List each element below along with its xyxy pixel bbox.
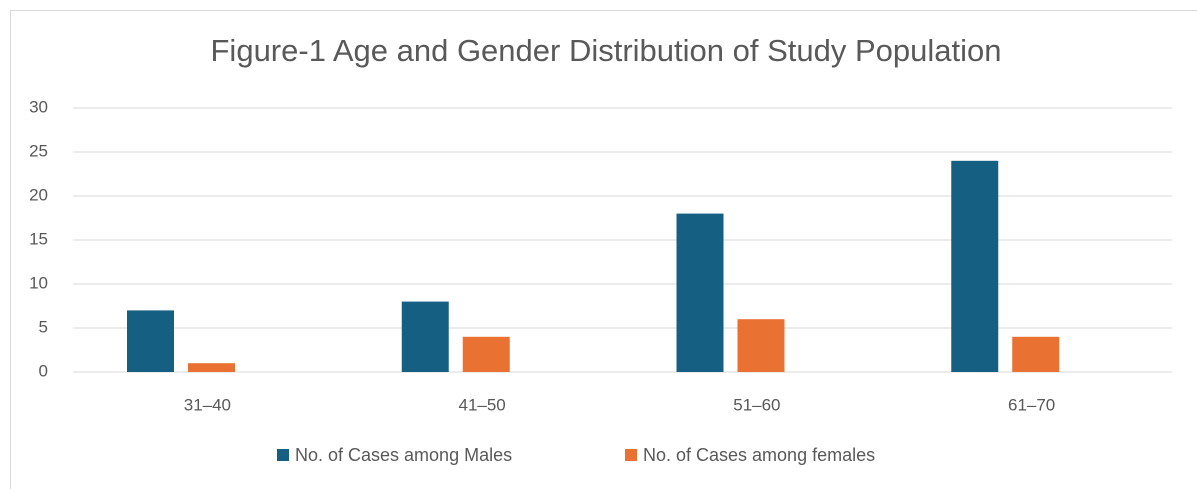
- bar: [401, 301, 449, 372]
- x-tick-label: 41–50: [458, 395, 505, 414]
- legend-swatch: [625, 449, 637, 461]
- bar: [737, 319, 785, 372]
- x-tick-label: 31–40: [184, 395, 231, 414]
- bar: [462, 336, 510, 372]
- legend-swatch: [277, 449, 289, 461]
- bar: [951, 160, 999, 372]
- chart-frame: [10, 10, 1197, 489]
- y-tick-label: 25: [29, 141, 48, 160]
- legend-label: No. of Cases among females: [643, 445, 875, 465]
- y-tick-label: 30: [29, 97, 48, 116]
- chart-title: Figure-1 Age and Gender Distribution of …: [211, 33, 1002, 68]
- bar: [188, 363, 235, 372]
- y-tick-label: 5: [39, 317, 48, 336]
- y-tick-label: 0: [39, 361, 48, 380]
- x-tick-label: 61–70: [1008, 395, 1055, 414]
- y-tick-label: 15: [29, 229, 48, 248]
- bar: [1012, 336, 1060, 372]
- bar: [676, 213, 724, 372]
- y-tick-label: 20: [29, 185, 48, 204]
- y-tick-label: 10: [29, 273, 48, 292]
- x-tick-label: 51–60: [733, 395, 780, 414]
- legend-label: No. of Cases among Males: [295, 445, 512, 465]
- bar: [127, 310, 174, 372]
